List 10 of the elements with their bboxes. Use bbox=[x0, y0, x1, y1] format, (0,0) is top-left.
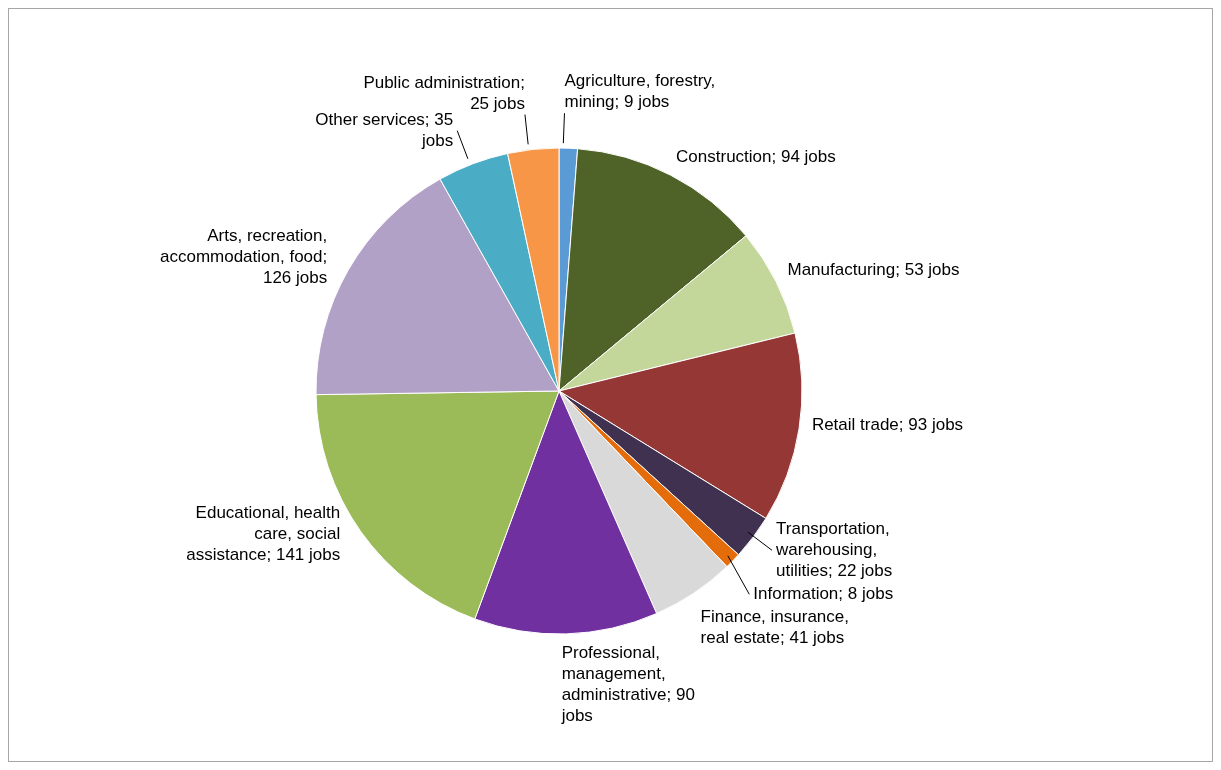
data-label: Professional, management, administrative; 90 jobs bbox=[560, 642, 695, 725]
data-label: Agriculture, forestry, mining; 9 jobs bbox=[564, 71, 716, 112]
data-label: Transportation, warehousing, utilities; 22 jobs bbox=[775, 518, 893, 580]
data-label: Information; 8 jobs bbox=[753, 583, 894, 603]
data-label: Manufacturing; 53 jobs bbox=[787, 259, 960, 279]
data-label: Construction; 94 jobs bbox=[676, 147, 836, 167]
data-label: Retail trade; 93 jobs bbox=[811, 415, 964, 435]
data-label: Finance, insurance, real estate; 41 jobs bbox=[700, 606, 849, 647]
data-label: Arts, recreation, accommodation, food; 126 jobs bbox=[159, 226, 328, 288]
data-label: Educational, health care, social assistance; 141 jobs bbox=[186, 502, 341, 564]
